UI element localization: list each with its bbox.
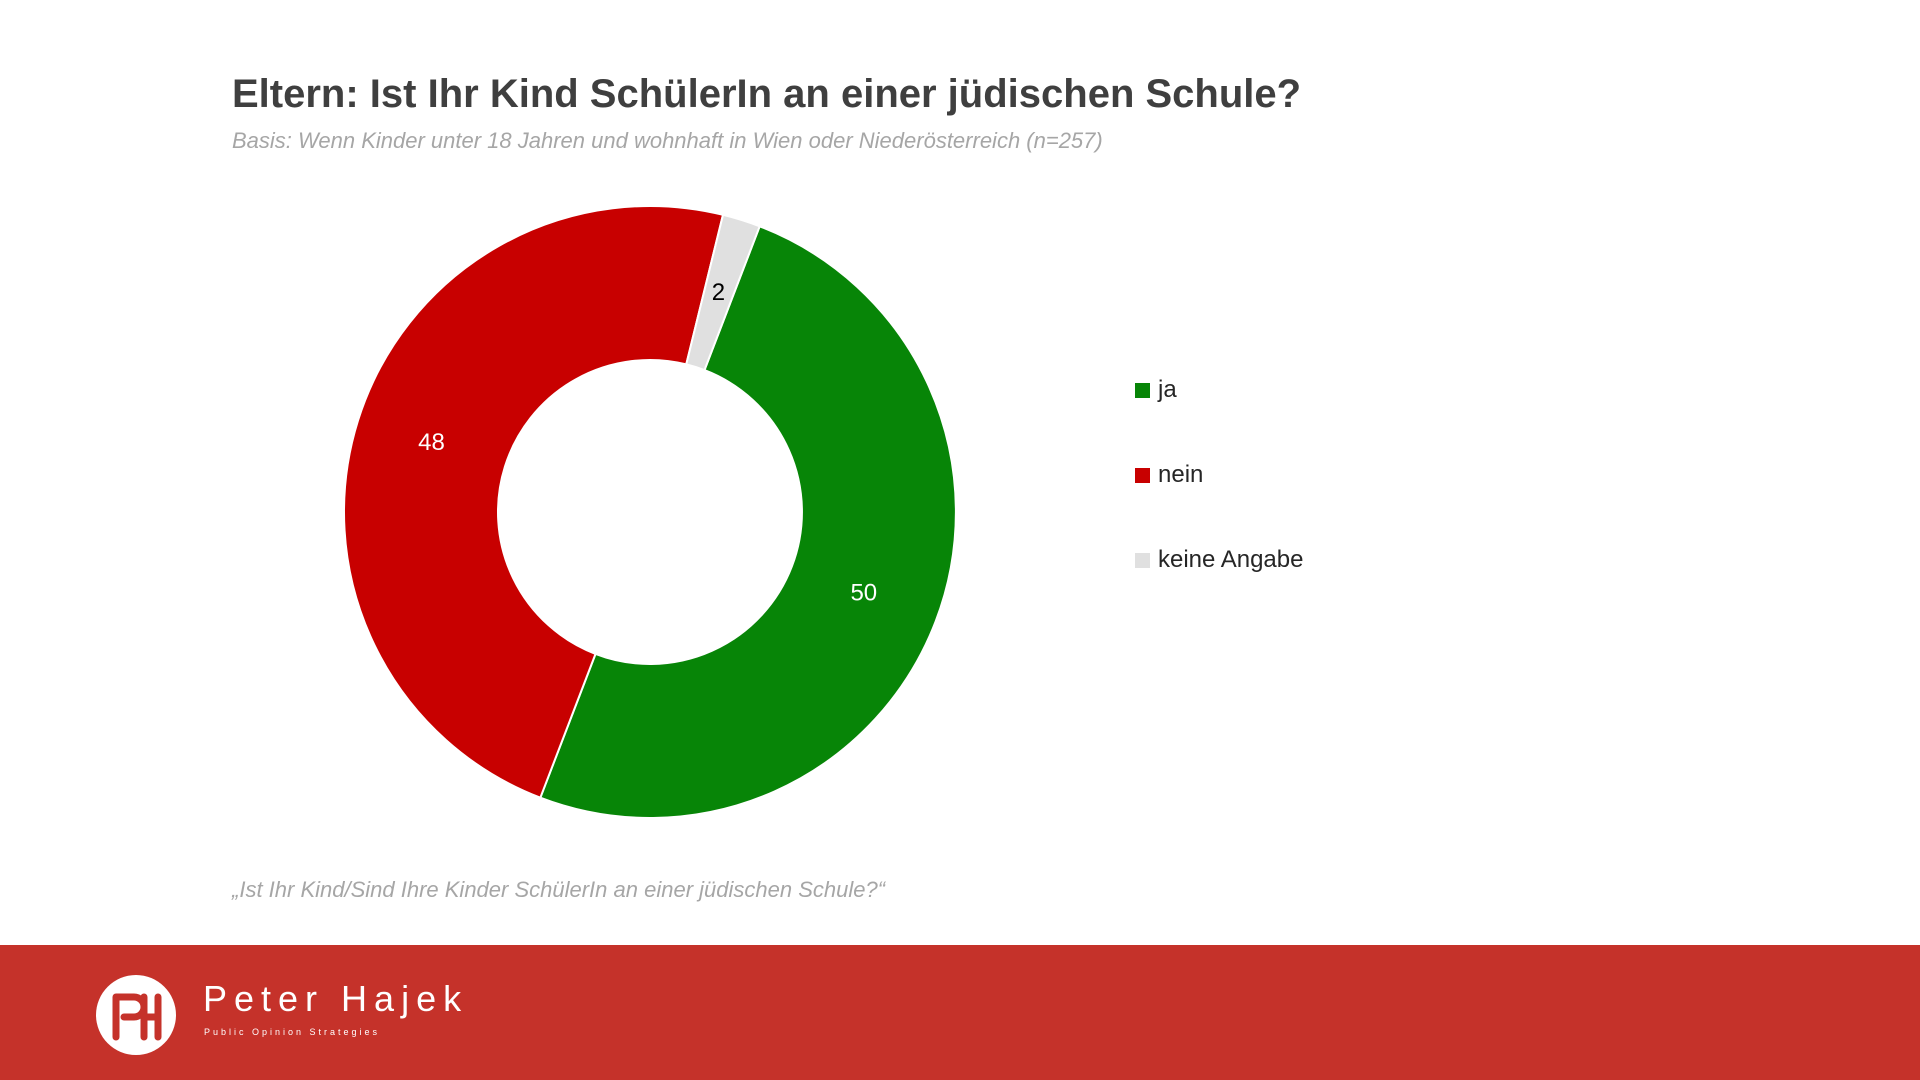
donut-data-labels: 50 48 2 [418, 279, 877, 607]
legend-swatch-nein [1135, 467, 1150, 483]
legend-swatch-ja [1135, 382, 1150, 398]
question-footnote: „Ist Ihr Kind/Sind Ihre Kinder SchülerIn… [232, 877, 886, 902]
peter-hajek-logo-icon [96, 975, 176, 1055]
chart-title: Eltern: Ist Ihr Kind SchülerIn an einer … [232, 72, 1302, 116]
brand-tagline: Public Opinion Strategies [204, 1027, 381, 1037]
data-label-keine-angabe: 2 [712, 279, 725, 306]
brand-name: Peter Hajek [203, 978, 469, 1019]
footer-bar: Peter Hajek Public Opinion Strategies [0, 945, 1920, 1080]
chart-legend: ja nein keine Angabe [1135, 372, 1303, 627]
legend-label-keine-angabe: keine Angabe [1158, 546, 1304, 573]
legend-label-ja: ja [1158, 376, 1177, 403]
legend-item-ja: ja [1135, 372, 1303, 408]
donut-slice-keine-angabe [685, 213, 761, 372]
legend-label-nein: nein [1158, 461, 1204, 488]
legend-item-keine-angabe: keine Angabe [1135, 542, 1303, 578]
legend-item-nein: nein [1135, 457, 1303, 493]
donut-slice-ja [539, 225, 957, 819]
data-label-ja: 50 [850, 579, 877, 606]
data-label-nein: 48 [418, 429, 445, 456]
donut-slices [343, 205, 957, 819]
chart-subtitle: Basis: Wenn Kinder unter 18 Jahren und w… [232, 128, 1103, 153]
donut-slice-nein [343, 205, 725, 799]
legend-swatch-keine-angabe [1135, 552, 1150, 568]
